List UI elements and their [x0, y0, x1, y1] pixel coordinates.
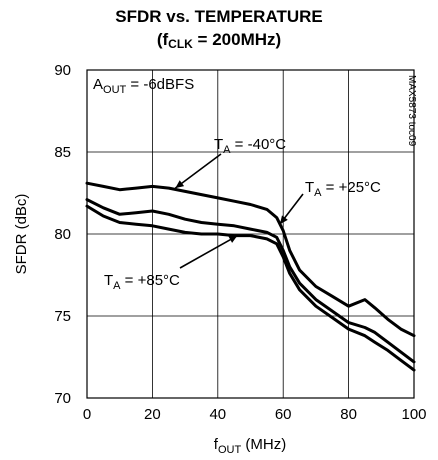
grid — [87, 70, 414, 398]
arrow-minus40-head — [175, 180, 185, 189]
x-tick-label: 100 — [401, 406, 426, 423]
aout-label-main: A — [93, 76, 103, 93]
y-tick-label: 75 — [54, 308, 71, 325]
y-tick-label: 70 — [54, 390, 71, 407]
y-tick-label: 80 — [54, 226, 71, 243]
series-label-minus40-sub: A — [223, 144, 231, 156]
series-lines — [85, 181, 416, 372]
x-tick-label: 60 — [275, 406, 292, 423]
series-label-plus85: TA = +85°C — [104, 272, 180, 292]
chart-title: SFDR vs. TEMPERATURE — [115, 7, 323, 26]
x-tick-label: 20 — [144, 406, 161, 423]
x-tick-label: 40 — [209, 406, 226, 423]
corner-note: MAX5873 toc09 — [406, 75, 417, 147]
series-label-minus40: TA = -40°C — [214, 136, 286, 156]
annotations — [174, 153, 304, 269]
x-axis-label: fOUT (MHz) — [214, 436, 286, 456]
series-line-plus25 — [85, 198, 416, 364]
series-label-plus25-sub: A — [314, 187, 322, 199]
series-label-plus85-sub: A — [113, 280, 121, 292]
arrow-plus25-head — [279, 215, 288, 225]
arrow-minus40 — [174, 153, 222, 189]
x-axis-label-main: f — [214, 436, 219, 453]
series-label-plus25: TA = +25°C — [305, 179, 381, 199]
chart-subtitle: (fCLK = 200MHz) — [0, 30, 438, 54]
series-label-plus85-main: T — [104, 272, 113, 289]
series-label-plus85-rest: = +85°C — [121, 272, 181, 289]
series-label-minus40-rest: = -40°C — [231, 136, 287, 153]
x-tick-label: 80 — [340, 406, 357, 423]
x-tick-label: 0 — [83, 406, 91, 423]
subtitle-suffix: = 200MHz) — [192, 30, 282, 49]
x-axis-label-unit: (MHz) — [241, 436, 286, 453]
y-tick-label: 90 — [54, 62, 71, 79]
aout-label-sub: OUT — [103, 84, 127, 96]
aout-label-rest: = -6dBFS — [126, 76, 194, 93]
x-axis-label-sub: OUT — [218, 444, 242, 456]
y-axis-label: SFDR (dBc) — [13, 194, 30, 275]
subtitle-prefix: (f — [156, 30, 169, 49]
aout-label: AOUT = -6dBFS — [93, 76, 194, 96]
arrow-plus85-head — [228, 235, 238, 243]
series-label-plus25-main: T — [305, 179, 314, 196]
arrow-plus85 — [179, 234, 238, 269]
series-line-minus40 — [85, 181, 416, 338]
series-label-minus40-main: T — [214, 136, 223, 153]
y-tick-label: 85 — [54, 144, 71, 161]
series-line-plus85 — [85, 204, 416, 372]
series-label-plus25-rest: = +25°C — [322, 179, 382, 196]
tick-labels: 0 20 40 60 80 100 70 75 80 85 90 — [54, 62, 426, 423]
subtitle-subscript: CLK — [168, 37, 193, 51]
